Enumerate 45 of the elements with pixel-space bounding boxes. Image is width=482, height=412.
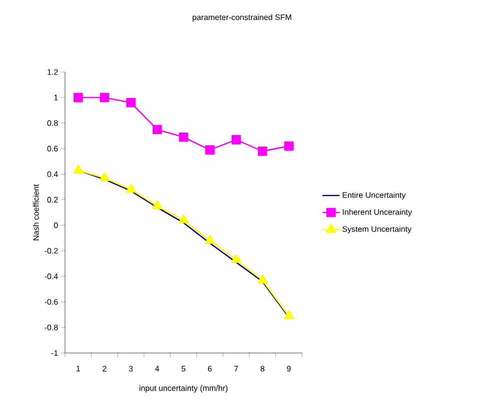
point <box>284 310 294 320</box>
point <box>205 145 214 155</box>
y-tick-label: -0.4 <box>44 274 58 280</box>
x-tick-label: 8 <box>260 366 264 372</box>
x-tick-label: 6 <box>208 366 212 372</box>
point <box>100 172 110 182</box>
point <box>178 214 188 224</box>
x-tick-label: 2 <box>102 366 106 372</box>
point <box>204 234 215 244</box>
y-tick-label: 1 <box>54 94 58 100</box>
legend-label: Entire Uncertainty <box>342 192 406 200</box>
y-tick-label: -0.6 <box>44 299 58 305</box>
point <box>100 92 110 102</box>
point <box>284 141 294 151</box>
point <box>232 135 241 144</box>
y-tick-label: 0.4 <box>47 171 58 178</box>
y-axis-title: Nash coefficient <box>32 184 39 240</box>
x-tick-label: 4 <box>155 366 160 372</box>
point <box>178 132 188 142</box>
y-tick-label: -1 <box>51 350 58 356</box>
x-tick-label: 7 <box>234 366 238 372</box>
point <box>152 200 162 210</box>
y-tick-label: -0.2 <box>44 248 58 254</box>
x-axis-title: input uncertainty (mm/hr) <box>140 385 228 393</box>
legend-label: Inherent Uncerainty <box>342 208 412 216</box>
point <box>74 92 83 102</box>
legend-label: System Uncertainty <box>342 226 412 234</box>
x-tick-label: 3 <box>128 366 133 372</box>
y-tick-label: 0.6 <box>47 146 58 152</box>
x-tick-label: 5 <box>182 366 186 372</box>
y-tick-label: 0.8 <box>47 120 58 126</box>
point <box>231 254 242 263</box>
x-tick-label: 1 <box>76 366 80 372</box>
y-tick-label: 0 <box>54 222 58 228</box>
y-tick-label: 0.2 <box>47 196 58 203</box>
x-tick-label: 9 <box>286 366 291 372</box>
point <box>258 146 268 156</box>
y-tick-label: 1.2 <box>48 69 58 75</box>
point <box>126 184 136 193</box>
point <box>258 274 268 284</box>
point <box>126 98 136 108</box>
y-tick-label: -0.8 <box>44 324 58 330</box>
point <box>152 124 162 134</box>
chart-title: parameter-constrained SFM <box>192 14 292 22</box>
point <box>73 164 84 174</box>
